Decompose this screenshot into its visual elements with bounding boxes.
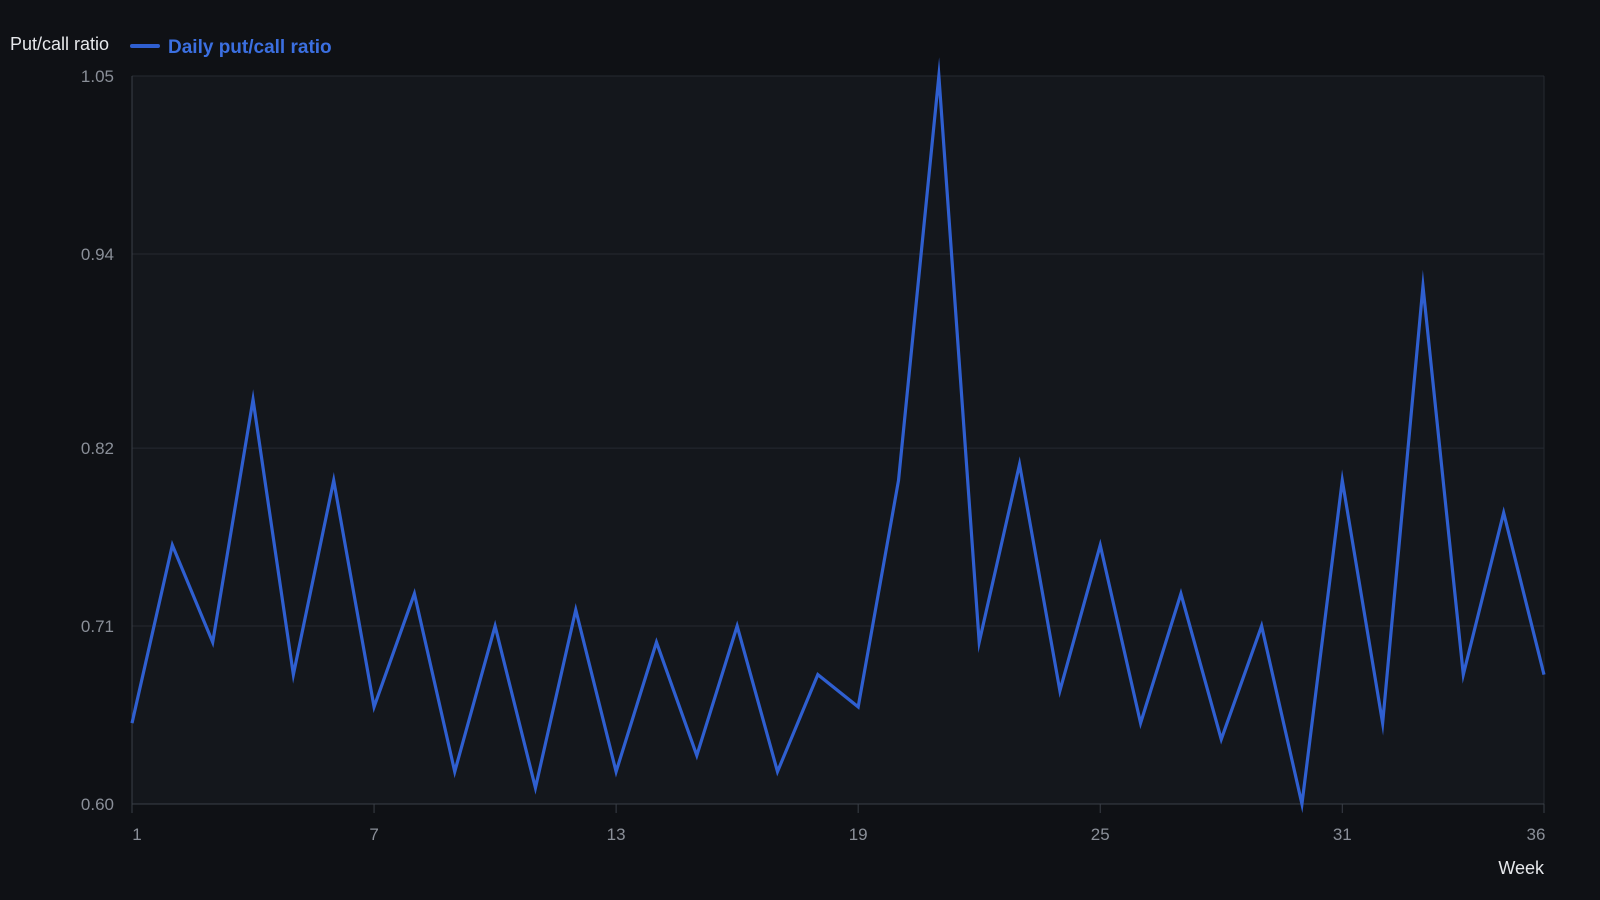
x-tick-label: 1 (132, 825, 141, 844)
legend-label: Daily put/call ratio (168, 37, 332, 58)
y-tick-label: 0.60 (81, 795, 114, 814)
legend: Put/call ratio Daily put/call ratio (10, 34, 332, 58)
x-tick-label: 19 (849, 825, 868, 844)
plot-area (132, 76, 1544, 804)
x-tick-label: 31 (1333, 825, 1352, 844)
y-tick-label: 0.94 (81, 245, 114, 264)
series-layer (130, 57, 1546, 814)
axes: 0.60 0.71 0.82 0.94 1.05 1 7 13 19 25 31 36 (81, 67, 1546, 844)
y-tick-label: 0.71 (81, 617, 114, 636)
x-tick-label: 36 (1527, 825, 1546, 844)
x-tick-label: 25 (1091, 825, 1110, 844)
y-axis-title: Put/call ratio (10, 34, 109, 54)
y-tick-label: 1.05 (81, 67, 114, 86)
series-line-daily-put-call-ratio (130, 57, 1546, 814)
x-tick-label: 13 (607, 825, 626, 844)
y-tick-label: 0.82 (81, 439, 114, 458)
x-axis-title: Week (1498, 858, 1545, 878)
x-tick-label: 7 (369, 825, 378, 844)
